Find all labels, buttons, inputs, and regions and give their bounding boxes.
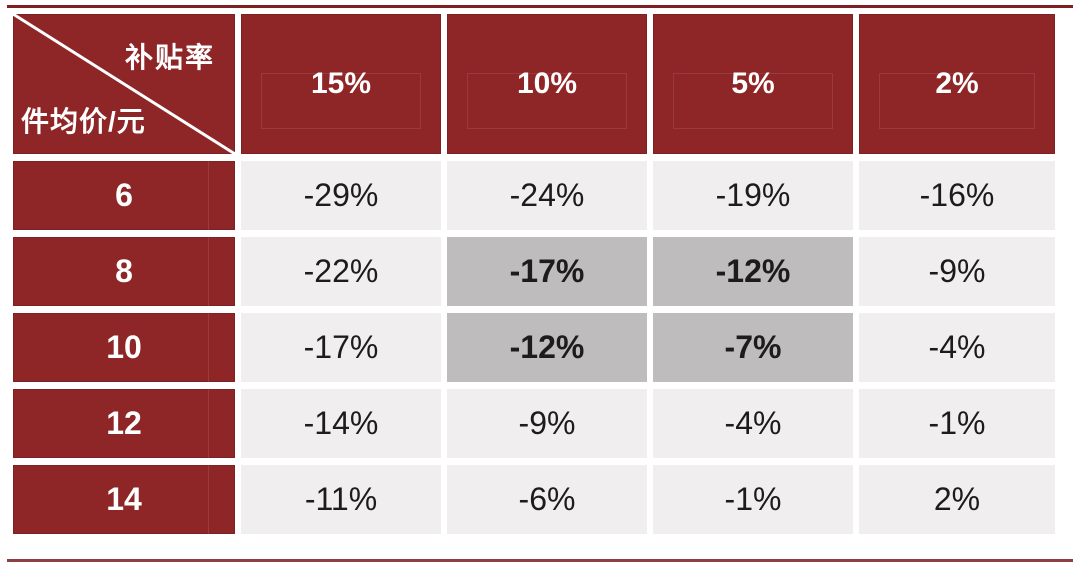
top-divider [7,5,1073,8]
table-cell-r4c2: -1% [653,465,853,534]
table-cell-r1c1-highlighted: -17% [447,237,647,306]
table-cell-r0c2: -19% [653,161,853,230]
corner-label-avg-item-price: 件均价/元 [21,106,146,137]
row-header-6: 6 [13,161,235,230]
row-header-12: 12 [13,389,235,458]
table-cell-r2c2-highlighted: -7% [653,313,853,382]
table-cell-r4c3: 2% [859,465,1055,534]
sensitivity-table: 补贴率 件均价/元 15% 10% 5% 2% 6 -29% -24% -19%… [13,14,1055,534]
table-cell-r0c1: -24% [447,161,647,230]
table-cell-r3c3: -1% [859,389,1055,458]
column-header-2pct: 2% [859,14,1055,154]
table-cell-r0c0: -29% [241,161,441,230]
column-header-5pct: 5% [653,14,853,154]
column-header-10pct: 10% [447,14,647,154]
table-cell-r4c0: -11% [241,465,441,534]
table-cell-r3c1: -9% [447,389,647,458]
table-cell-r1c0: -22% [241,237,441,306]
table-cell-r1c3: -9% [859,237,1055,306]
row-header-10: 10 [13,313,235,382]
table-cell-r2c0: -17% [241,313,441,382]
table-cell-r1c2-highlighted: -12% [653,237,853,306]
corner-label-subsidy-rate: 补贴率 [124,42,215,73]
column-header-15pct: 15% [241,14,441,154]
row-header-8: 8 [13,237,235,306]
row-header-14: 14 [13,465,235,534]
table-cell-r2c3: -4% [859,313,1055,382]
diagonal-divider-line [13,14,235,154]
table-cell-r4c1: -6% [447,465,647,534]
corner-header-cell: 补贴率 件均价/元 [13,14,235,154]
bottom-divider [7,559,1073,562]
table-cell-r0c3: -16% [859,161,1055,230]
table-cell-r2c1-highlighted: -12% [447,313,647,382]
table-cell-r3c0: -14% [241,389,441,458]
table-cell-r3c2: -4% [653,389,853,458]
